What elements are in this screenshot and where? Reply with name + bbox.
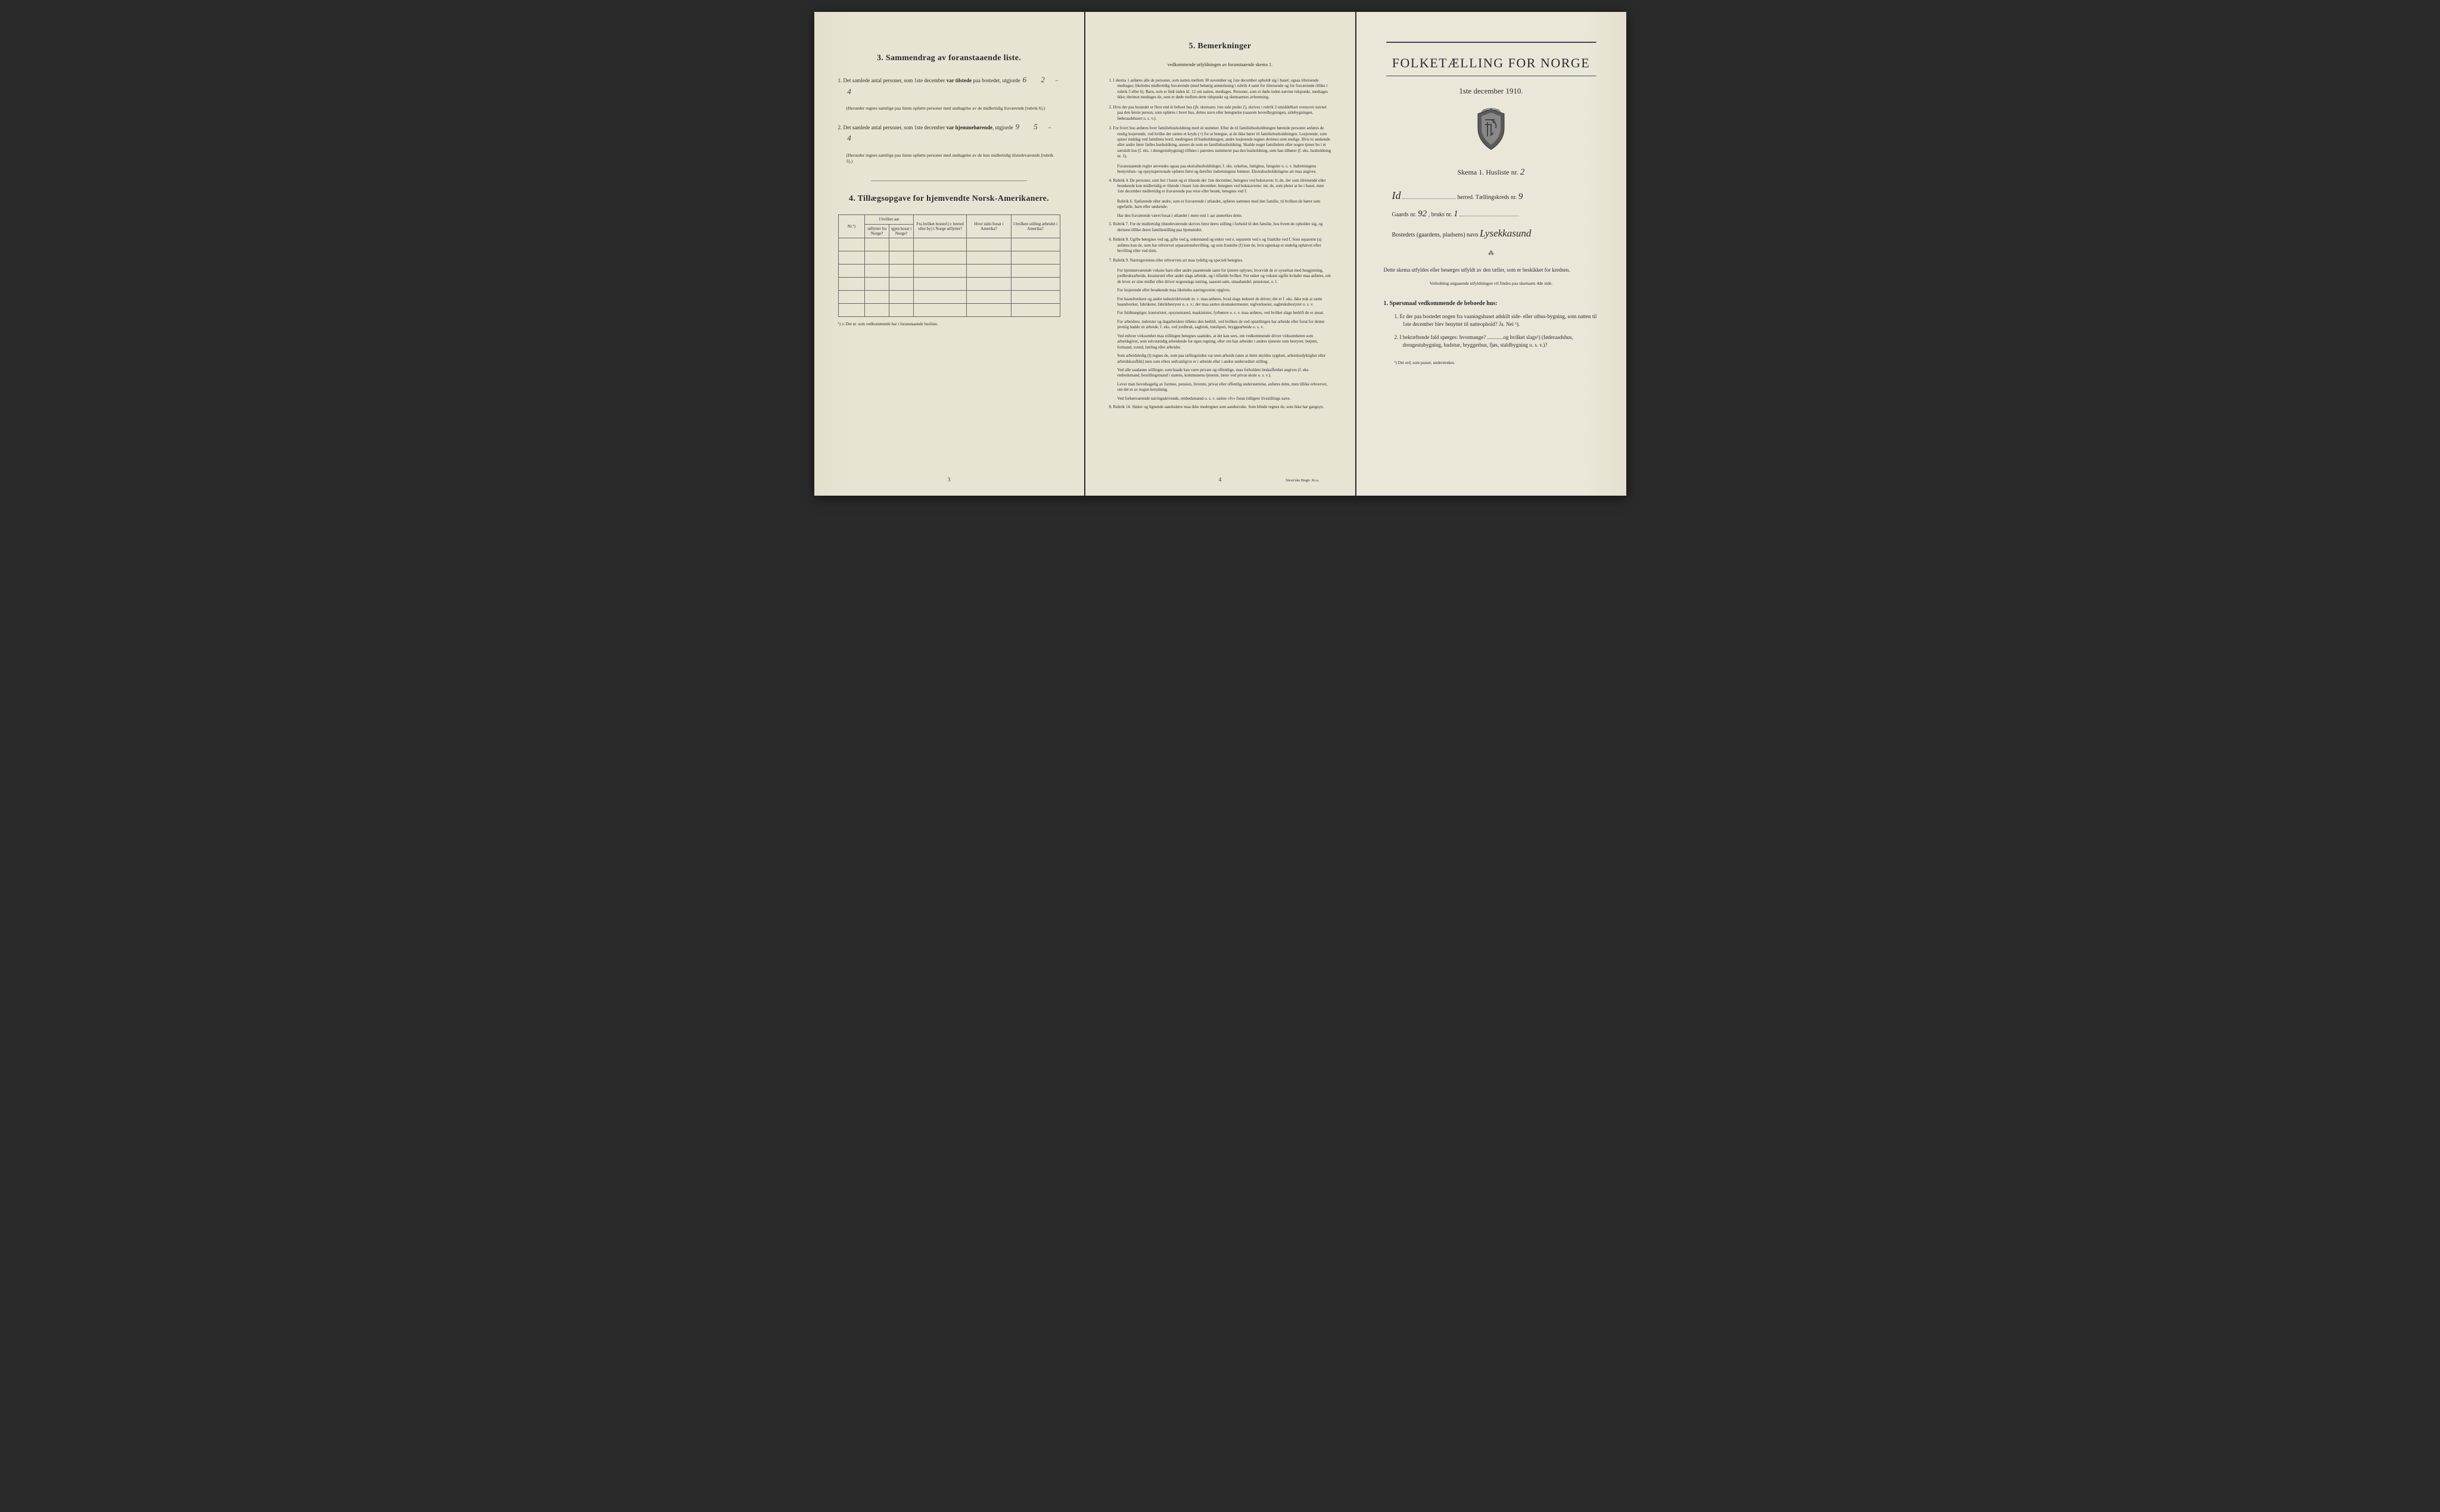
coat-of-arms-icon	[1473, 108, 1509, 151]
fill-1a: 6	[1022, 74, 1036, 86]
gaard-nr: 92	[1418, 209, 1427, 219]
cover-date: 1ste december 1910.	[1380, 86, 1602, 96]
page-number-3: 3	[948, 477, 951, 483]
section-3-title: 3. Sammendrag av foranstaaende liste.	[838, 54, 1060, 63]
question-head: 1. Spørsmaal vedkommende de beboede hus:	[1384, 300, 1599, 307]
skema-label: Skema 1. Husliste nr.	[1458, 168, 1520, 176]
amerikanere-table: Nr.¹) I hvilket aar Fra hvilket bosted (…	[838, 214, 1060, 317]
page-4-remarks: 5. Bemerkninger vedkommende utfyldningen…	[1085, 12, 1355, 496]
remark-7d: For fuldmægtiger, kontorister, opsynsmæn…	[1109, 310, 1331, 316]
section-4-title: 4. Tillægsopgave for hjemvendte Norsk-Am…	[838, 194, 1060, 204]
remark-7j: Ved forhenværende næringsdrivende, embed…	[1109, 396, 1331, 402]
ornament: ⁂	[1380, 250, 1602, 257]
remark-7a: For hjemmeværende voksne barn eller andr…	[1109, 268, 1331, 285]
th-position: I hvilken stilling arbeidet i Amerika?	[1011, 215, 1060, 238]
remark-7i: Lever man hovedsagelig av formue, pensio…	[1109, 382, 1331, 393]
item-1-text-a: 1. Det samlede antal personer, som 1ste …	[838, 77, 947, 83]
table-row	[838, 265, 1060, 278]
cover-rule-bot	[1386, 76, 1596, 77]
th-returned: igjen bosat i Norge?	[889, 224, 914, 238]
item-2-text-c: , utgjorde	[992, 125, 1014, 130]
remark-7g: Som arbeidsledig (l) regnes de, som paa …	[1109, 353, 1331, 365]
fill-1b: 2	[1040, 74, 1054, 86]
item-2-bold: var hjemmehørende	[947, 125, 992, 130]
item-1: 1. Det samlede antal personer, som 1ste …	[838, 74, 1060, 97]
question-1: 1. Er der paa bostedet nogen fra vaaning…	[1395, 313, 1599, 329]
remark-6: 6. Rubrik 8. Ugifte betegnes ved ug, gif…	[1109, 237, 1331, 254]
remark-7e: For arbeidere, inderster og dagarbeidere…	[1109, 319, 1331, 331]
page-cover: FOLKETÆLLING FOR NORGE 1ste december 191…	[1356, 12, 1626, 496]
remarks-list: 1. I skema 1 anføres alle de personer, s…	[1109, 78, 1331, 410]
remark-5: 5. Rubrik 7. For de midlertidig tilstede…	[1109, 222, 1331, 233]
bosted-label: Bostedets (gaardens, pladsens) navn	[1392, 232, 1480, 238]
item-2: 2. Det samlede antal personer, som 1ste …	[838, 121, 1060, 144]
item-1-bold: var tilstede	[947, 77, 972, 83]
table-row	[838, 278, 1060, 291]
remark-4c: Har den fraværende været bosat i utlande…	[1109, 213, 1331, 219]
th-nr: Nr.¹)	[838, 215, 865, 238]
page-3-summary: 3. Sammendrag av foranstaaende liste. 1.…	[814, 12, 1084, 496]
fill-2c: 4	[846, 132, 861, 144]
remark-7b: For losjerende eller besøkende maa likel…	[1109, 288, 1331, 293]
cover-rule-top	[1386, 42, 1596, 43]
fill-2b: 5	[1032, 121, 1047, 133]
th-emigrated: utflyttet fra Norge?	[865, 224, 889, 238]
document-spread: 3. Sammendrag av foranstaaende liste. 1.…	[814, 12, 1626, 496]
gaard-label: Gaards nr.	[1392, 211, 1418, 218]
table-row	[838, 291, 1060, 304]
herred-label: herred. Tællingskreds nr.	[1458, 194, 1518, 201]
remark-2: 2. Hvis der paa bostedet er flere end ét…	[1109, 105, 1331, 122]
bosted-line: Bostedets (gaardens, pladsens) navn Lyse…	[1380, 228, 1602, 239]
cover-title: FOLKETÆLLING FOR NORGE	[1380, 55, 1602, 71]
skema-line: Skema 1. Husliste nr. 2	[1380, 167, 1602, 178]
remark-8: 8. Rubrik 14. Sinker og lignende aandssl…	[1109, 405, 1331, 410]
bruk-label: , bruks nr.	[1428, 211, 1454, 218]
bruk-nr: 1	[1454, 209, 1458, 219]
remark-4: 4. Rubrik 4. De personer, som bor i huse…	[1109, 178, 1331, 195]
remark-7c: For haandverkere og andre industridriven…	[1109, 297, 1331, 308]
table-footnote: ¹) ɔ: Det nr. som vedkommende har i fora…	[838, 322, 1060, 326]
remark-3b: Foranstaaende regler anvendes ogsaa paa …	[1109, 164, 1331, 175]
item-2-text-a: 2. Det samlede antal personer, som 1ste …	[838, 125, 947, 130]
page-number-4: 4	[1219, 477, 1222, 483]
question-1-text: 1. Er der paa bostedet nogen fra vaaning…	[1395, 313, 1597, 328]
table-row	[838, 251, 1060, 265]
table-row	[838, 238, 1060, 251]
gaard-line: Gaards nr. 92 , bruks nr. 1	[1380, 209, 1602, 219]
note-2: (Herunder regnes samtlige paa listen opf…	[838, 153, 1060, 164]
cover-footnote: ¹) Det ord, som passer, understrekes.	[1395, 360, 1599, 365]
remark-3: 3. For hvert hus anføres hver familiehus…	[1109, 126, 1331, 160]
section-5-title: 5. Bemerkninger	[1109, 42, 1331, 51]
herred-line: Id herred. Tællingskreds nr. 9	[1380, 189, 1602, 202]
item-1-text-c: paa bostedet, utgjorde	[972, 77, 1022, 83]
husliste-nr: 2	[1520, 167, 1525, 177]
fill-2a: 9	[1014, 121, 1029, 133]
bosted-name: Lysekkasund	[1480, 228, 1531, 239]
herred-name: Id	[1392, 189, 1401, 201]
note-1: (Herunder regnes samtlige paa listen opf…	[838, 105, 1060, 111]
remark-4b: Rubrik 6. Sjøfarende eller andre, som er…	[1109, 199, 1331, 210]
remark-1: 1. I skema 1 anføres alle de personer, s…	[1109, 78, 1331, 101]
th-year: I hvilket aar	[865, 215, 914, 224]
table-body	[838, 238, 1060, 317]
remark-7f: Ved enhver virksomhet maa stillingen bet…	[1109, 334, 1331, 350]
kreds-nr: 9	[1518, 192, 1523, 201]
question-2: 2. I bekræftende fald spørges: hvormange…	[1395, 334, 1599, 350]
remark-7h: Ved alle saadanne stillinger, som baade …	[1109, 368, 1331, 379]
th-from: Fra hvilket bosted (ɔ: herred eller by) …	[914, 215, 967, 238]
cover-body: Dette skema utfyldes eller besørges utfy…	[1384, 266, 1599, 275]
fill-1c: 4	[846, 86, 861, 98]
section-5-sub: vedkommende utfyldningen av foranstaaend…	[1109, 62, 1331, 67]
table-row	[838, 304, 1060, 317]
printer-mark: Steen'ske Bogtr. Kr.a.	[1286, 478, 1319, 483]
cover-sub: Veiledning angaaende utfyldningen vil fi…	[1380, 281, 1602, 286]
remark-7: 7. Rubrik 9. Næringsveiens eller erhverv…	[1109, 258, 1331, 263]
th-where: Hvor sidst bosat i Amerika?	[967, 215, 1011, 238]
